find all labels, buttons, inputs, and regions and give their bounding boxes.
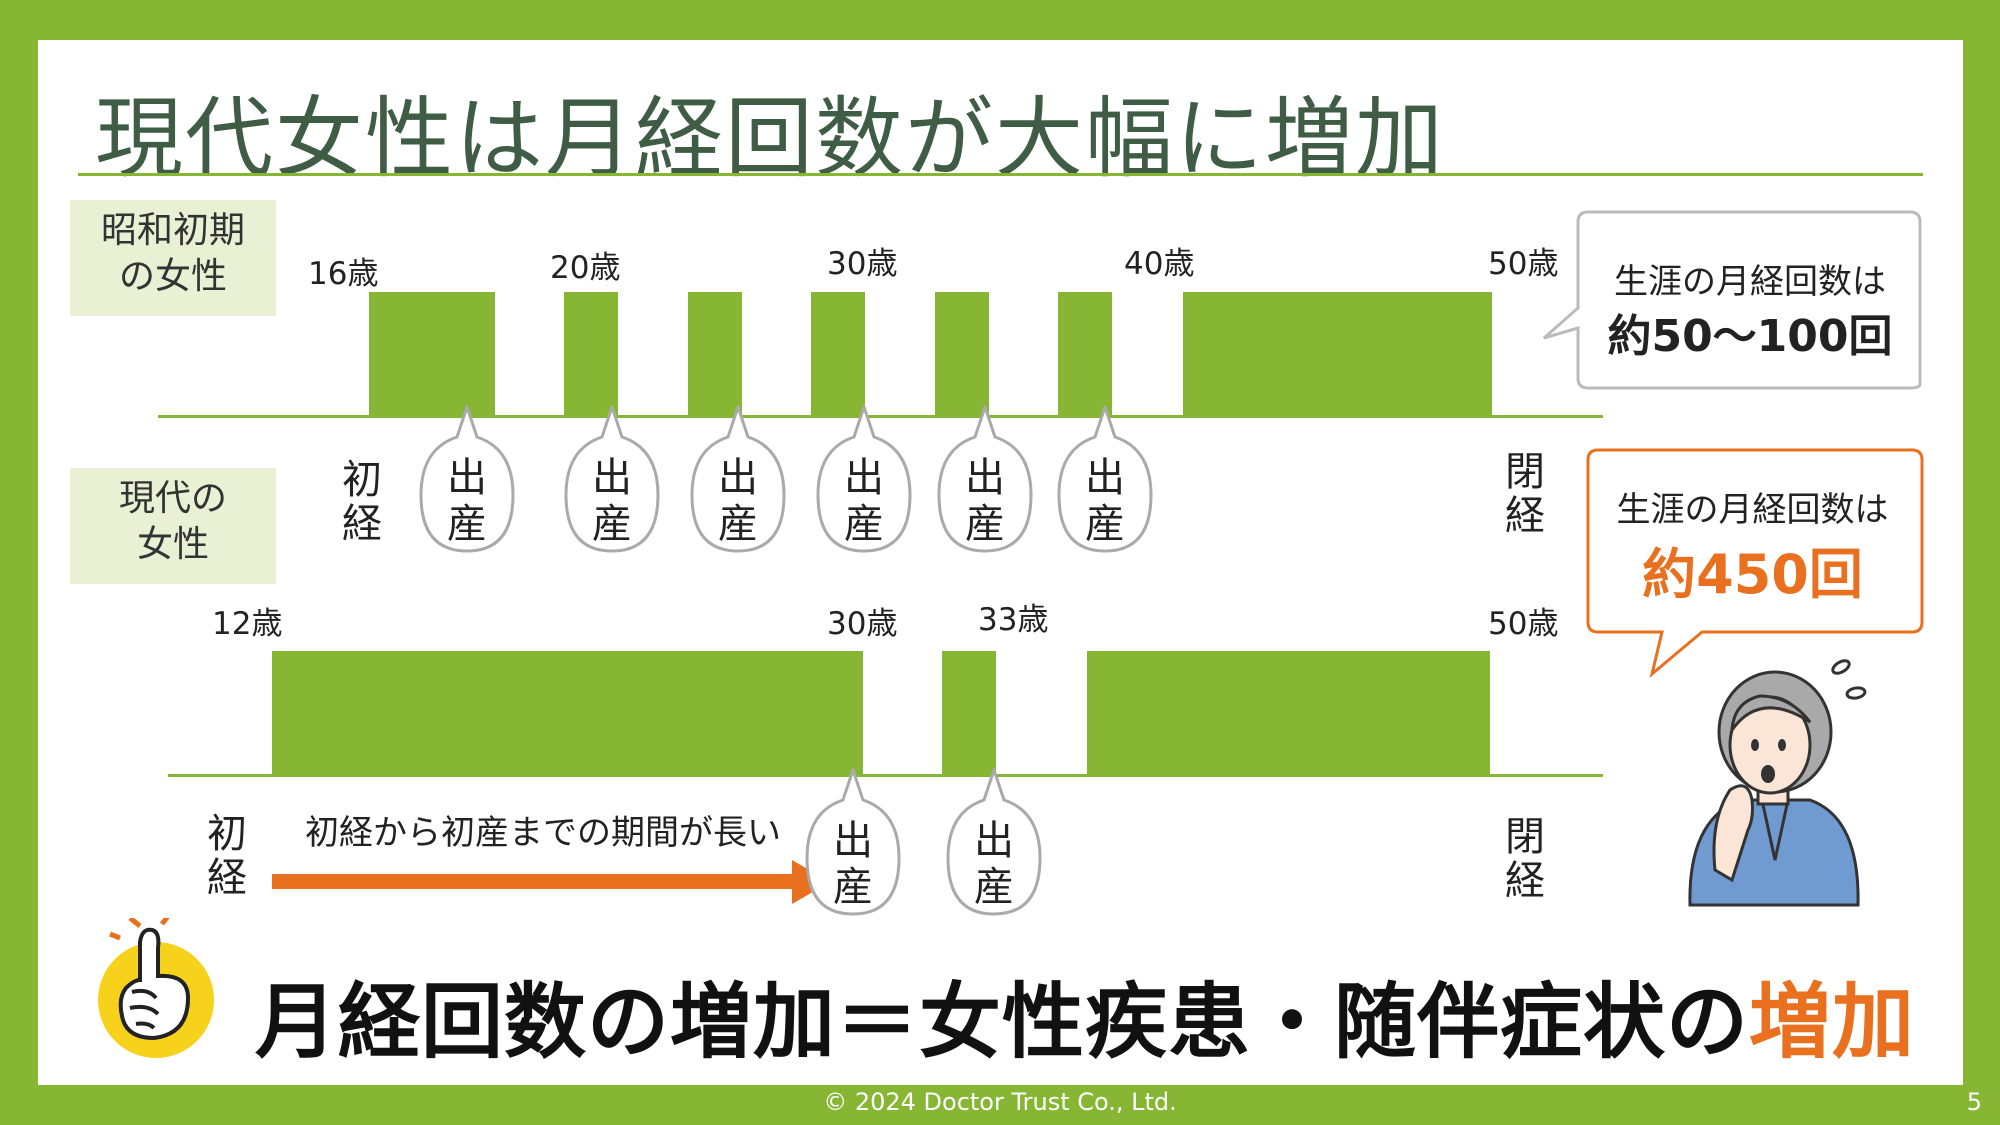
showa-label-line1: 昭和初期 <box>100 210 245 251</box>
gap-text: 初経から初産までの期間が長い <box>305 813 781 853</box>
timeline-axis <box>158 415 1603 418</box>
age-label: 50歳 <box>1488 606 1559 642</box>
age-label: 50歳 <box>1488 246 1559 282</box>
timeline-axis <box>168 774 1603 777</box>
title-underline <box>78 173 1923 176</box>
childbirth-bubble: 出産 <box>417 405 517 555</box>
menstruation-period <box>935 292 989 417</box>
age-label: 16歳 <box>308 256 379 292</box>
age-label: 33歳 <box>978 602 1049 638</box>
pointing-hand-icon <box>98 918 214 1058</box>
conclusion-highlight: 増加 <box>1749 975 1916 1070</box>
age-label: 30歳 <box>827 246 898 282</box>
childbirth-bubble: 出産 <box>944 768 1044 918</box>
callout-bubble <box>1543 210 1922 390</box>
childbirth-bubble: 出産 <box>814 405 914 555</box>
menarche-label: 初経 <box>207 811 247 901</box>
menstruation-period <box>1058 292 1112 417</box>
childbirth-bubble: 出産 <box>688 405 788 555</box>
childbirth-bubble: 出産 <box>1055 405 1155 555</box>
callout-line2: 約50〜100回 <box>1607 311 1893 362</box>
callout-showa: 生涯の月経回数は 約50〜100回 <box>1540 208 1925 393</box>
callout-line1: 生涯の月経回数は <box>1614 262 1886 302</box>
showa-label: 昭和初期 の女性 <box>70 200 276 316</box>
menstruation-period <box>564 292 618 417</box>
callout-line2: 約450回 <box>1642 543 1863 606</box>
worried-woman-illustration <box>1688 670 1860 907</box>
conclusion-main: 月経回数の増加＝女性疾患・随伴症状の <box>255 975 1750 1070</box>
age-label: 40歳 <box>1124 246 1195 282</box>
modern-label-line2: 女性 <box>136 524 209 565</box>
menstruation-period <box>942 651 996 776</box>
callout-modern: 生涯の月経回数は 約450回 <box>1580 446 1925 678</box>
menopause-label: 閉経 <box>1505 814 1545 904</box>
gap-arrow <box>272 860 830 904</box>
callout-line1: 生涯の月経回数は <box>1616 490 1889 530</box>
childbirth-bubble: 出産 <box>803 768 903 918</box>
menopause-label: 閉経 <box>1505 449 1545 539</box>
menarche-label: 初経 <box>342 457 382 547</box>
menstruation-period <box>1087 651 1490 776</box>
age-label: 30歳 <box>827 606 898 642</box>
modern-label-line1: 現代の <box>118 478 227 519</box>
page-number: 5 <box>1966 1088 1982 1116</box>
age-label: 12歳 <box>212 606 283 642</box>
menstruation-period <box>272 651 863 776</box>
modern-label: 現代の 女性 <box>70 468 276 584</box>
slide-title: 現代女性は月経回数が大幅に増加 <box>95 87 1446 190</box>
childbirth-bubble: 出産 <box>562 405 662 555</box>
copyright-footer: © 2024 Doctor Trust Co., Ltd. <box>823 1088 1177 1116</box>
sweat-drops-icon <box>1831 659 1867 700</box>
showa-label-line2: の女性 <box>118 256 227 297</box>
menstruation-period <box>811 292 865 417</box>
menstruation-period <box>688 292 742 417</box>
age-label: 20歳 <box>550 250 621 286</box>
menstruation-period <box>369 292 495 417</box>
conclusion-text: 月経回数の増加＝女性疾患・随伴症状の増加 <box>255 955 1915 1074</box>
callout-bubble <box>1586 448 1924 678</box>
childbirth-bubble: 出産 <box>935 405 1035 555</box>
menstruation-period <box>1183 292 1492 417</box>
